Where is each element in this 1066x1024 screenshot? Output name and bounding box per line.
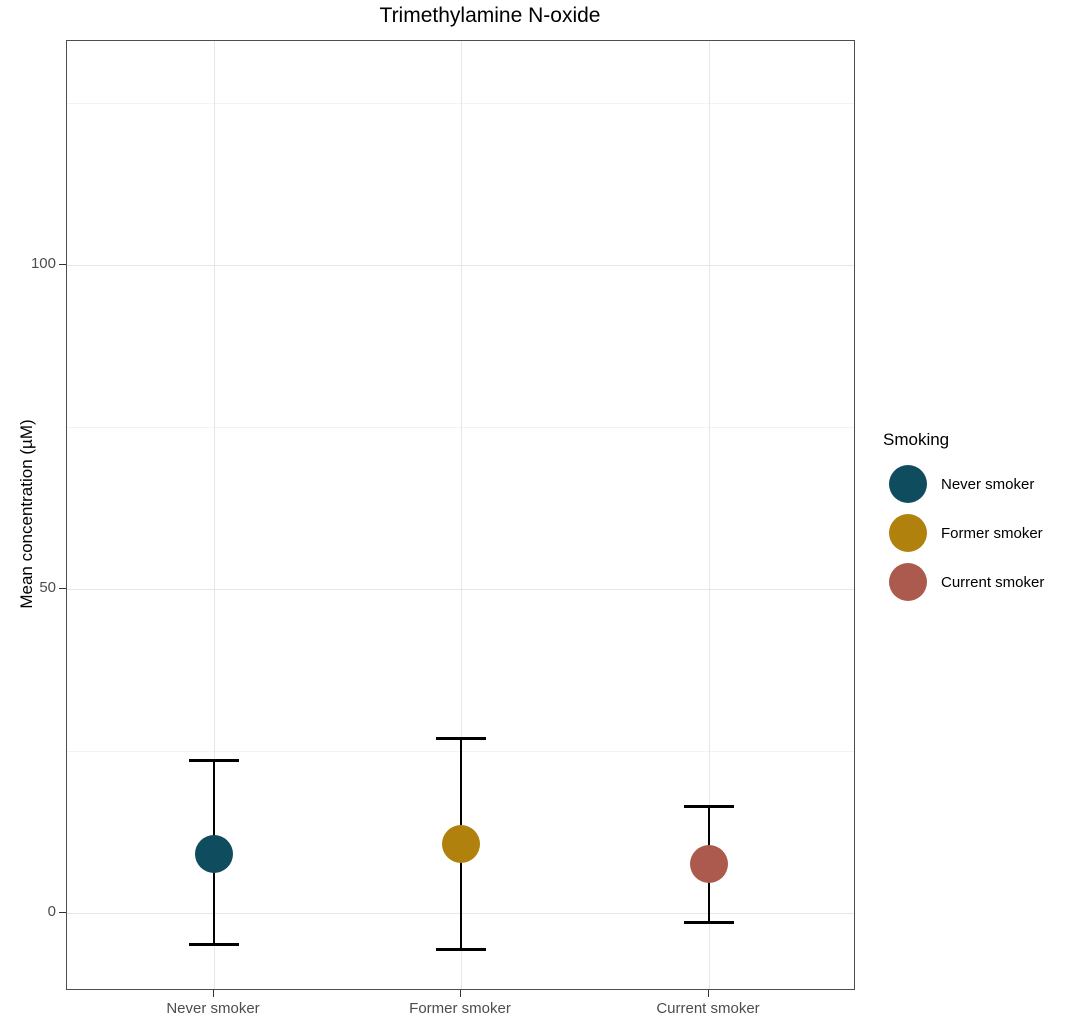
gridline-minor-horizontal — [67, 103, 854, 104]
legend-label: Former smoker — [941, 524, 1043, 542]
legend: Smoking Never smoker Former smoker Current… — [883, 430, 1044, 612]
x-axis-tick — [213, 990, 214, 997]
y-axis-tick-label: 50 — [39, 579, 56, 596]
x-axis-tick-label: Never smoker — [166, 1000, 260, 1017]
x-axis-tick — [708, 990, 709, 997]
y-axis-tick — [59, 588, 66, 589]
legend-label: Current smoker — [941, 573, 1045, 591]
y-axis-tick-label: 100 — [30, 255, 56, 272]
errorbar-cap-bottom — [189, 942, 239, 946]
errorbar-cap-top — [684, 804, 734, 808]
plot-panel — [66, 40, 855, 990]
legend-swatch — [889, 514, 927, 552]
gridline-major-horizontal — [67, 265, 854, 266]
gridline-minor-horizontal — [67, 427, 854, 428]
data-point — [442, 825, 480, 864]
errorbar-cap-top — [189, 759, 239, 763]
chart-title: Trimethylamine N-oxide — [379, 4, 601, 27]
y-axis-tick — [59, 912, 66, 913]
legend-swatch — [889, 465, 927, 503]
errorbar-cap-bottom — [436, 947, 486, 951]
x-axis-tick-label: Former smoker — [409, 1000, 511, 1017]
gridline-major-horizontal — [67, 589, 854, 590]
errorbar-cap-bottom — [684, 920, 734, 924]
gridline-major-vertical — [709, 41, 710, 989]
legend-item: Never smoker — [889, 465, 1044, 503]
legend-label: Never smoker — [941, 475, 1035, 493]
x-axis-tick — [460, 990, 461, 997]
legend-item: Former smoker — [889, 514, 1044, 552]
y-axis-tick-label: 0 — [47, 903, 56, 920]
legend-items: Never smoker Former smoker Current smoker — [883, 465, 1044, 601]
legend-item: Current smoker — [889, 563, 1044, 601]
gridline-major-vertical — [461, 41, 462, 989]
x-axis-tick-label: Current smoker — [656, 1000, 760, 1017]
legend-swatch — [889, 563, 927, 601]
gridline-major-vertical — [214, 41, 215, 989]
y-axis-tick — [59, 264, 66, 265]
data-point — [690, 844, 728, 883]
legend-title: Smoking — [883, 430, 950, 449]
errorbar-cap-top — [436, 737, 486, 741]
data-point — [195, 835, 233, 874]
